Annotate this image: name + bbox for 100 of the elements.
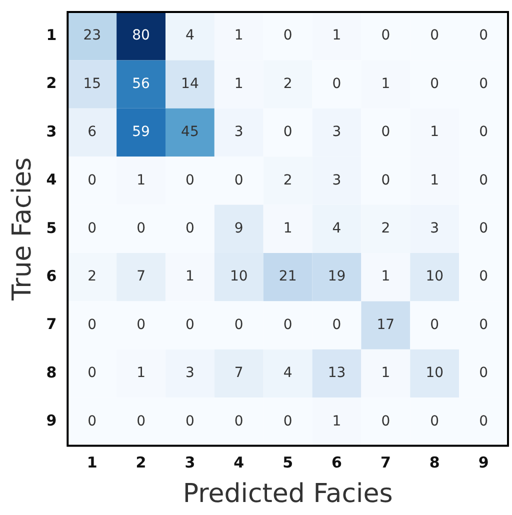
data-label: 0	[88, 413, 97, 430]
data-label: 45	[181, 124, 199, 140]
data-label: 2	[88, 268, 97, 285]
x-tick-label: 4	[234, 454, 244, 472]
data-label: 0	[430, 316, 440, 333]
data-label: 1	[186, 268, 194, 285]
data-label: 1	[136, 172, 146, 188]
y-tick-label: 5	[46, 218, 57, 237]
data-label: 1	[381, 365, 390, 382]
data-label: 3	[234, 124, 244, 140]
data-label: 0	[381, 124, 390, 140]
data-label: 0	[136, 220, 146, 237]
data-label: 0	[332, 316, 342, 333]
data-label: 0	[186, 220, 194, 237]
y-tick-label: 8	[46, 363, 57, 382]
data-label: 1	[234, 28, 244, 44]
data-label: 6	[88, 124, 97, 140]
data-label: 0	[283, 124, 292, 140]
data-label: 15	[83, 76, 102, 92]
data-label: 0	[234, 316, 244, 333]
x-tick-label: 5	[282, 454, 294, 472]
data-label: 0	[479, 28, 488, 44]
data-label: 2	[283, 76, 292, 92]
x-tick-label: 9	[478, 454, 489, 472]
data-label: 0	[88, 365, 97, 382]
data-label: 1	[381, 268, 390, 285]
data-label: 2	[381, 220, 390, 237]
data-label: 4	[332, 220, 342, 237]
y-tick-label: 7	[46, 315, 57, 334]
x-tick-label: 7	[380, 454, 391, 472]
data-label: 0	[136, 413, 146, 430]
data-label: 0	[381, 172, 390, 188]
data-label: 0	[332, 76, 342, 92]
data-label: 10	[426, 365, 444, 382]
x-tick-label: 8	[429, 454, 440, 472]
data-label: 0	[88, 172, 97, 188]
data-label: 0	[88, 316, 97, 333]
data-label: 3	[332, 172, 342, 188]
data-label: 1	[332, 413, 342, 430]
data-label: 1	[136, 365, 146, 382]
data-label: 0	[136, 316, 146, 333]
data-label: 7	[136, 268, 146, 285]
x-axis-title: Predicted Facies	[182, 479, 393, 510]
data-label: 0	[479, 365, 488, 382]
data-label: 3	[332, 124, 342, 140]
data-label: 0	[479, 76, 488, 92]
data-label: 1	[283, 220, 292, 237]
data-label: 1	[381, 76, 390, 92]
data-label: 23	[83, 28, 102, 44]
data-label: 10	[426, 268, 444, 285]
data-label: 59	[132, 124, 150, 140]
data-label: 0	[381, 413, 390, 430]
data-label: 0	[234, 413, 244, 430]
x-tick-label: 2	[136, 454, 146, 472]
data-label: 3	[430, 220, 440, 237]
data-label: 2	[283, 172, 292, 188]
y-tick-label: 2	[46, 74, 57, 92]
data-label: 56	[132, 76, 150, 92]
y-tick-label: 9	[46, 412, 57, 430]
data-label: 0	[283, 316, 292, 333]
data-label: 1	[430, 172, 440, 188]
data-label: 0	[283, 413, 292, 430]
data-label: 0	[381, 28, 390, 44]
data-label: 14	[181, 76, 199, 92]
data-label: 4	[186, 28, 194, 44]
data-label: 0	[234, 172, 244, 188]
data-label: 0	[186, 413, 194, 430]
data-label: 21	[278, 268, 297, 285]
x-tick-label: 1	[86, 454, 98, 472]
data-label: 0	[88, 220, 97, 237]
data-label: 17	[376, 316, 395, 333]
data-label: 0	[479, 172, 488, 188]
data-label: 9	[234, 220, 244, 237]
data-label: 4	[283, 365, 292, 382]
data-label: 1	[234, 76, 244, 92]
data-label: 7	[234, 365, 244, 382]
data-label: 1	[430, 124, 440, 140]
data-label: 13	[328, 365, 346, 382]
x-tick-label: 3	[184, 454, 196, 472]
y-axis-title: True Facies	[7, 157, 38, 302]
y-tick-label: 6	[46, 266, 57, 285]
data-label: 1	[332, 28, 342, 44]
data-label: 0	[479, 124, 488, 140]
y-tick-label: 3	[46, 122, 57, 140]
data-label: 0	[479, 413, 488, 430]
y-tick-label: 4	[46, 170, 57, 189]
data-label: 3	[186, 365, 194, 382]
data-label: 19	[328, 268, 346, 285]
data-label: 0	[430, 76, 440, 92]
data-label: 0	[479, 268, 488, 285]
data-label: 0	[479, 316, 488, 333]
data-label: 0	[186, 172, 194, 188]
y-tick-label: 1	[46, 26, 57, 44]
data-label: 0	[283, 28, 292, 44]
data-label: 0	[186, 316, 194, 333]
data-label: 0	[430, 413, 440, 430]
data-label: 0	[479, 220, 488, 237]
data-label: 10	[230, 268, 248, 285]
data-label: 80	[132, 28, 150, 44]
data-label: 0	[430, 28, 440, 44]
